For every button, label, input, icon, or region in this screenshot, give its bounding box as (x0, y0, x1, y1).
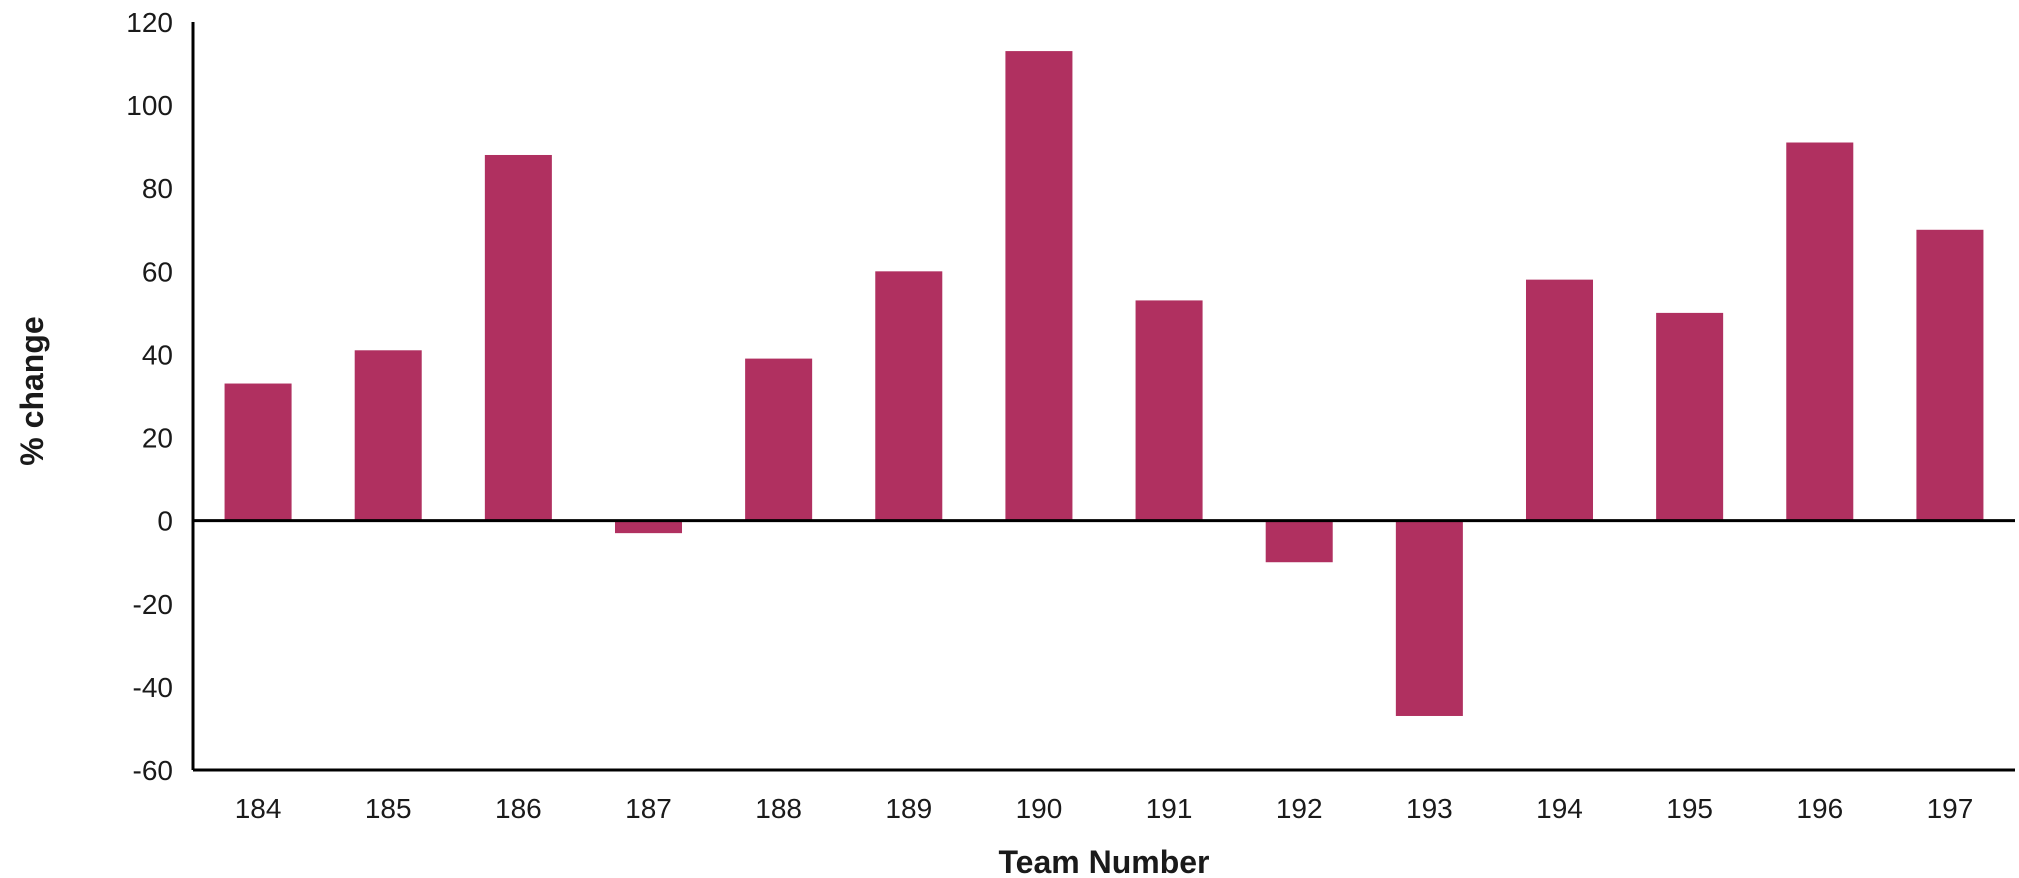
y-tick-label: 100 (126, 90, 173, 121)
bar-188 (745, 358, 813, 521)
bar-193 (1395, 520, 1463, 716)
x-tick-label: 191 (1146, 793, 1193, 824)
bar-196 (1786, 142, 1854, 521)
y-tick-labels: 120 100 80 60 40 20 0 -20 -40 -60 (126, 7, 173, 786)
y-tick-label: -60 (133, 755, 173, 786)
x-tick-label: 197 (1927, 793, 1974, 824)
x-tick-label: 186 (495, 793, 542, 824)
bar-184 (224, 383, 292, 521)
x-tick-label: 190 (1016, 793, 1063, 824)
y-tick-label: 60 (142, 256, 173, 287)
x-tick-label: 188 (755, 793, 802, 824)
y-tick-label: 0 (157, 506, 173, 537)
x-tick-label: 192 (1276, 793, 1323, 824)
y-tick-label: 20 (142, 423, 173, 454)
bar-195 (1656, 312, 1724, 521)
bar-186 (484, 154, 552, 521)
y-tick-label: -20 (133, 589, 173, 620)
x-tick-label: 195 (1666, 793, 1713, 824)
x-tick-label: 193 (1406, 793, 1453, 824)
y-tick-label: 120 (126, 7, 173, 38)
y-tick-label: -40 (133, 672, 173, 703)
x-tick-label: 196 (1796, 793, 1843, 824)
x-tick-label: 187 (625, 793, 672, 824)
bar-191 (1135, 300, 1203, 521)
bar-192 (1265, 520, 1333, 563)
x-tick-label: 189 (885, 793, 932, 824)
bar-187 (614, 520, 683, 534)
bar-190 (1005, 51, 1073, 521)
x-axis-title: Team Number (998, 844, 1209, 878)
x-tick-label: 185 (365, 793, 412, 824)
bar-185 (354, 350, 422, 521)
bars-group (224, 51, 1984, 716)
y-tick-label: 80 (142, 173, 173, 204)
y-axis-title: % change (14, 316, 50, 465)
bar-189 (875, 271, 943, 521)
x-tick-label: 194 (1536, 793, 1583, 824)
y-tick-label: 40 (142, 339, 173, 370)
x-tick-label: 184 (235, 793, 282, 824)
bar-197 (1916, 229, 1984, 521)
bar-194 (1525, 279, 1594, 521)
x-tick-labels: 184 185 186 187 188 189 190 191 192 193 194 195 196 1… (235, 793, 1974, 824)
